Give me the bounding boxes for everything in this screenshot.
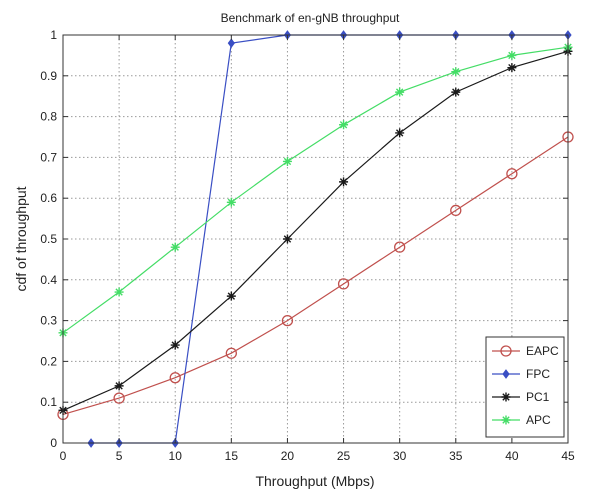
legend-label-eapc: EAPC <box>526 344 559 358</box>
y-tick-label: 0.1 <box>40 395 57 409</box>
chart-title: Benchmark of en-gNB throughput <box>221 11 400 25</box>
data-point-pc1 <box>170 340 180 350</box>
legend-marker-eapc <box>500 345 512 357</box>
y-tick-label: 0.5 <box>40 232 57 246</box>
data-point-apc <box>395 87 405 97</box>
data-point-apc <box>282 156 292 166</box>
series-eapc <box>57 131 574 421</box>
y-axis-label: cdf of throughput <box>13 186 29 291</box>
series-line-apc <box>62 46 569 334</box>
y-tick-label: 0.6 <box>40 191 57 205</box>
data-point-pc1 <box>451 87 461 97</box>
data-point-pc1 <box>226 291 236 301</box>
series-line-pc1 <box>62 50 569 411</box>
x-tick-label: 30 <box>393 449 407 463</box>
x-axis-label: Throughput (Mbps) <box>255 473 374 489</box>
legend-label-apc: APC <box>526 413 551 427</box>
x-tick-label: 25 <box>337 449 351 463</box>
x-tick-label: 40 <box>505 449 519 463</box>
x-tick-label: 5 <box>116 449 123 463</box>
data-point-eapc <box>506 168 518 180</box>
x-tick-label: 35 <box>449 449 463 463</box>
y-tick-label: 0.9 <box>40 69 57 83</box>
data-point-eapc <box>394 241 406 253</box>
data-point-eapc <box>113 392 125 404</box>
legend-marker-apc <box>501 415 511 425</box>
y-tick-label: 0.3 <box>40 314 57 328</box>
y-tick-label: 0 <box>50 436 57 450</box>
y-tick-label: 0.8 <box>40 110 57 124</box>
y-tick-label: 0.7 <box>40 150 57 164</box>
y-tick-label: 0.2 <box>40 354 57 368</box>
series-line-eapc <box>62 136 569 415</box>
data-point-pc1 <box>507 63 517 73</box>
y-tick-label: 1 <box>50 28 57 42</box>
x-tick-label: 20 <box>281 449 295 463</box>
data-point-eapc <box>225 347 237 359</box>
data-point-pc1 <box>114 381 124 391</box>
data-point-apc <box>451 67 461 77</box>
x-tick-label: 45 <box>561 449 575 463</box>
data-point-eapc <box>281 314 294 327</box>
legend-marker-fpc <box>502 369 510 379</box>
data-point-apc <box>226 197 236 207</box>
data-point-pc1 <box>395 128 405 138</box>
legend-label-fpc: FPC <box>526 367 550 381</box>
data-point-apc <box>507 50 517 60</box>
data-point-eapc <box>169 372 181 384</box>
data-point-fpc <box>227 38 235 48</box>
axis-ticks: 0 5 10 15 20 25 30 35 40 45 0 0.1 0.2 0.3 0.4 0.5 0.6 0.7… <box>40 28 575 463</box>
data-point-apc <box>170 242 180 252</box>
x-tick-label: 10 <box>169 449 183 463</box>
x-tick-label: 15 <box>225 449 239 463</box>
legend-label-pc1: PC1 <box>526 390 550 404</box>
data-point-apc <box>114 287 124 297</box>
data-point-eapc <box>337 278 350 290</box>
y-tick-label: 0.4 <box>40 273 57 287</box>
data-point-pc1 <box>339 177 349 187</box>
legend-marker-pc1 <box>501 392 511 402</box>
data-point-eapc <box>450 204 462 217</box>
legend: EAPC FPC PC1 APC <box>485 336 565 438</box>
data-point-pc1 <box>282 234 292 244</box>
x-tick-label: 0 <box>60 449 67 463</box>
data-point-apc <box>339 120 349 130</box>
